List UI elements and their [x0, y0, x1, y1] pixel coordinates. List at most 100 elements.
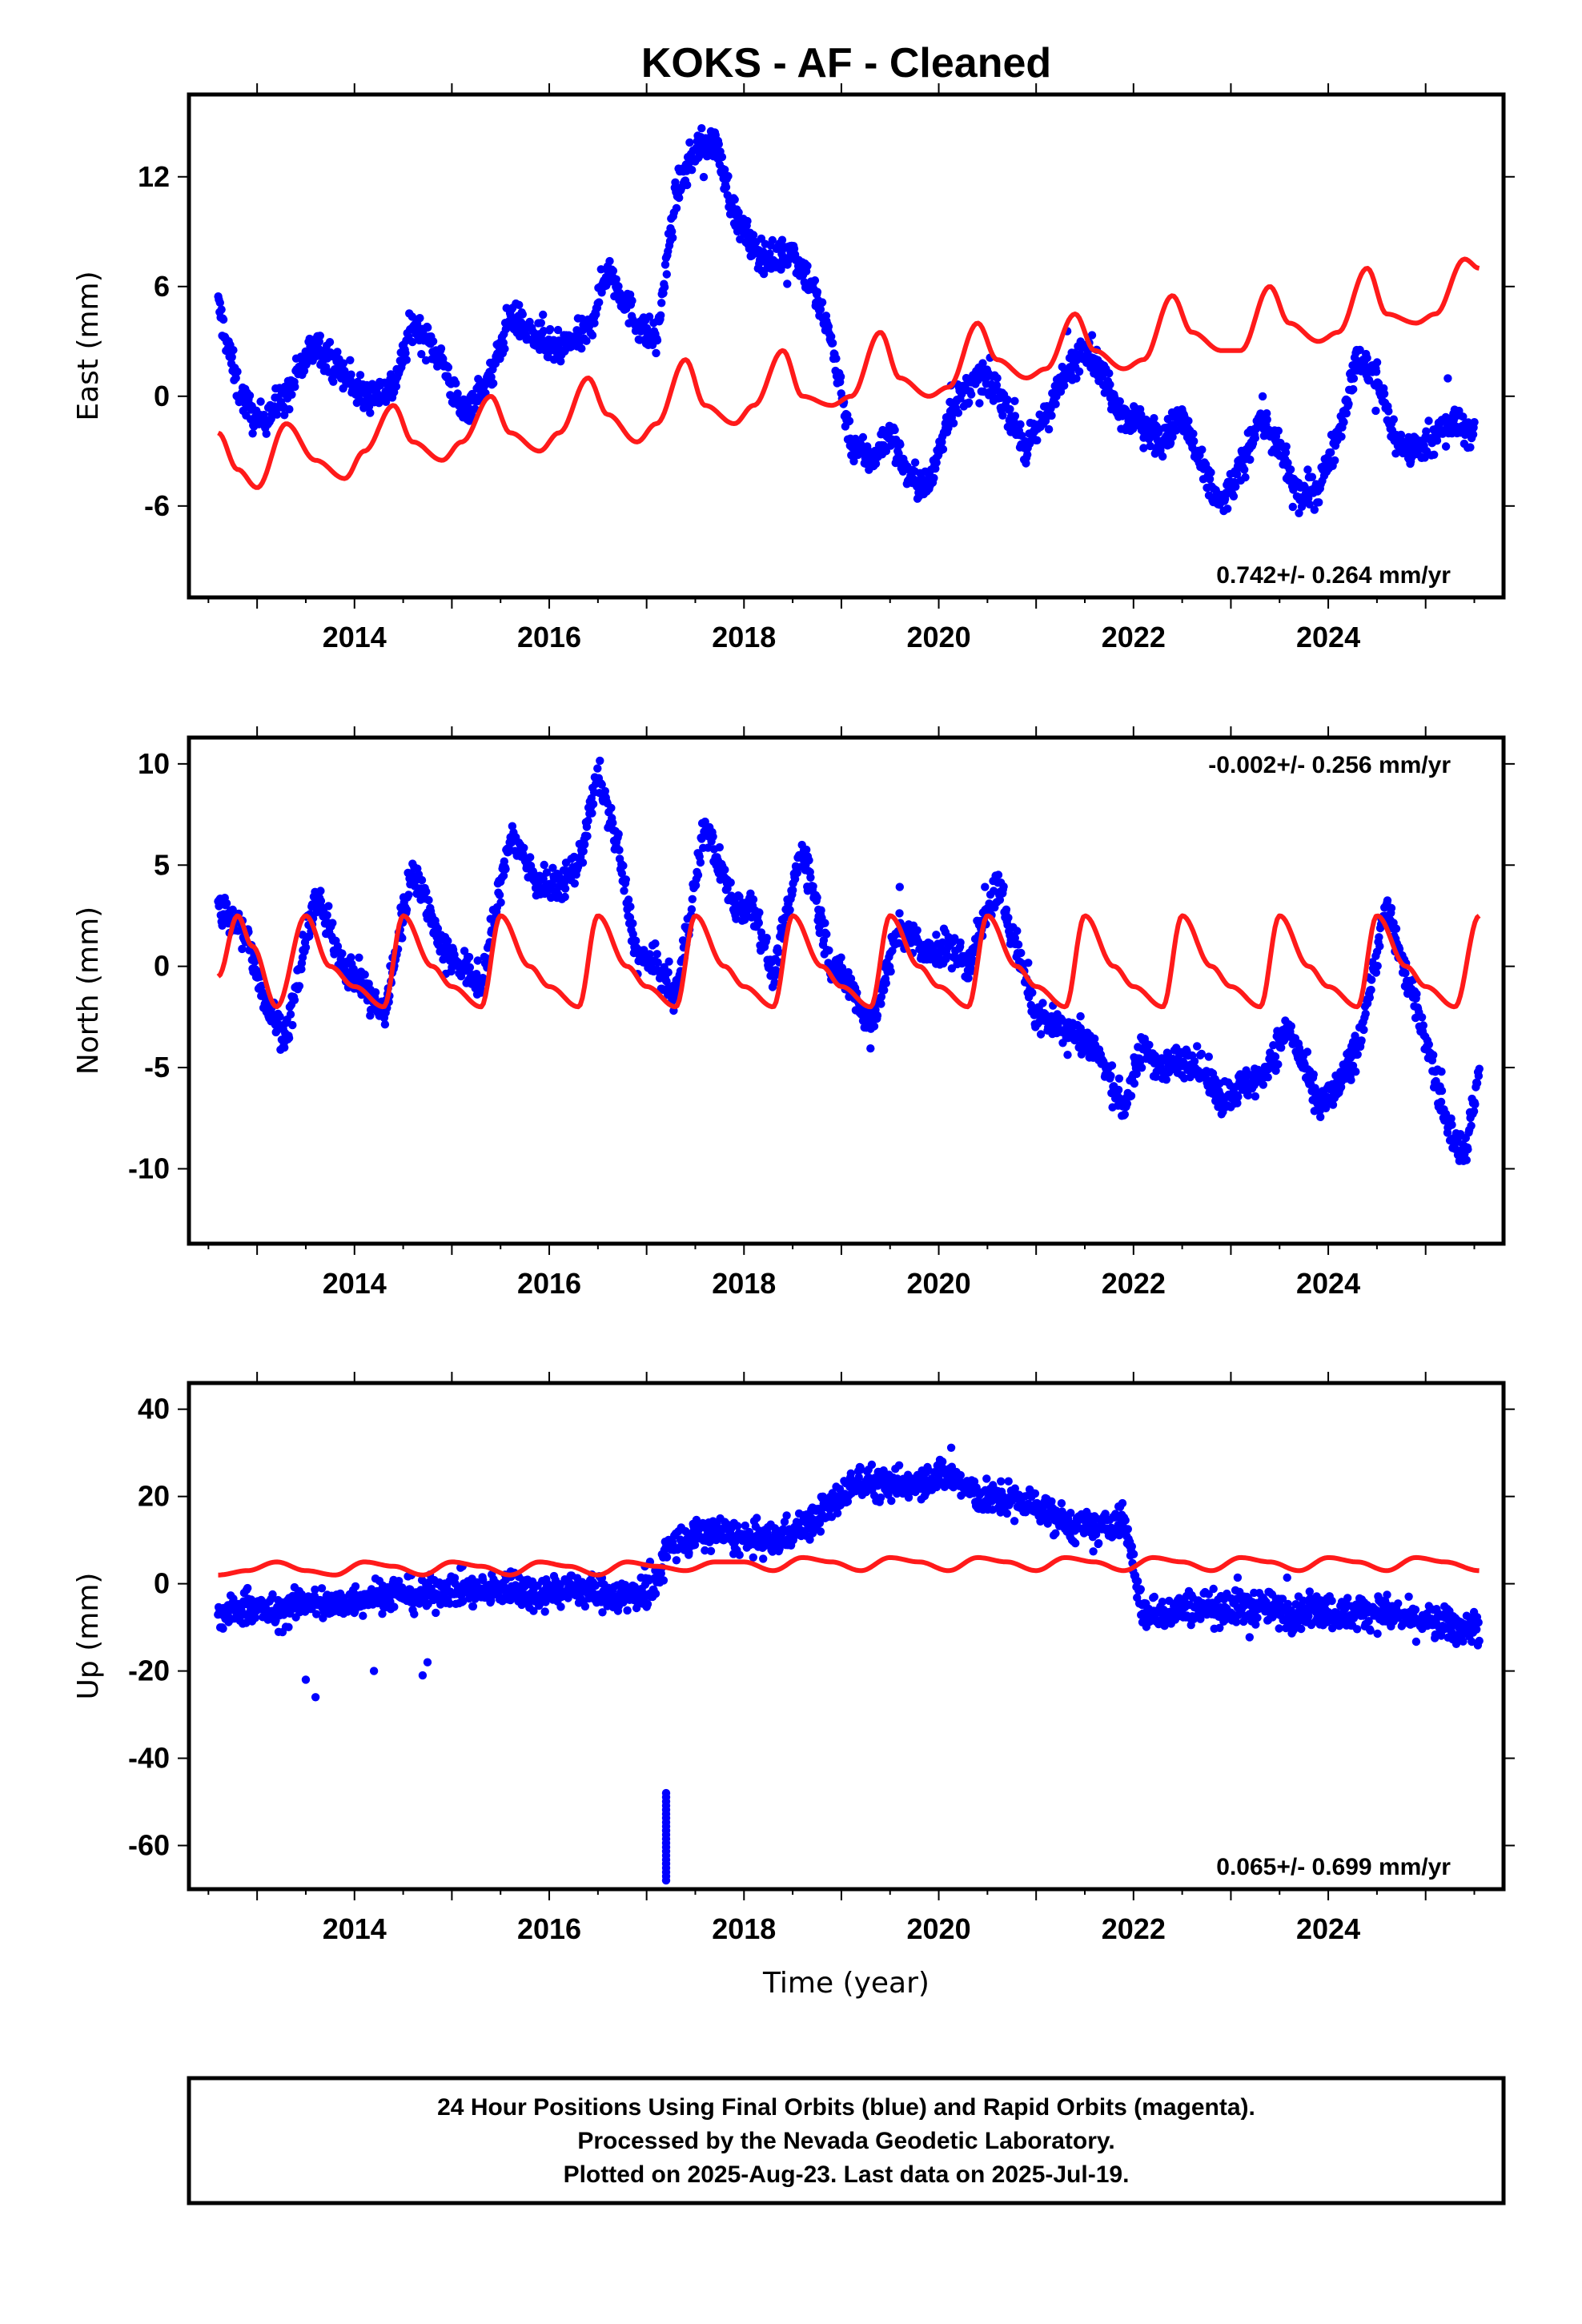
data-point — [1303, 465, 1312, 474]
data-point — [324, 902, 333, 911]
x-tick-label: 2020 — [907, 621, 971, 653]
data-point — [701, 1546, 709, 1555]
data-point — [360, 970, 369, 979]
data-point — [378, 1610, 387, 1618]
data-point — [347, 370, 355, 379]
data-point — [1412, 989, 1421, 999]
data-point — [994, 870, 1003, 879]
data-point — [662, 270, 671, 279]
y-tick-label: 0 — [154, 380, 170, 412]
data-point — [489, 379, 498, 388]
data-point — [545, 324, 555, 334]
data-point-outlier — [418, 333, 427, 342]
model-line — [217, 256, 1480, 490]
data-point-outlier — [552, 349, 562, 358]
data-point-outlier — [307, 900, 317, 909]
data-point — [316, 887, 325, 895]
data-point — [600, 786, 609, 796]
data-point — [886, 967, 895, 976]
data-point-outlier — [723, 884, 732, 893]
data-point — [518, 310, 527, 319]
data-point — [251, 1614, 260, 1622]
data-point — [217, 305, 226, 314]
data-point — [1036, 1030, 1046, 1039]
data-point-outlier — [895, 883, 905, 891]
data-point — [664, 968, 673, 977]
data-point — [1375, 933, 1383, 942]
data-point — [1424, 1040, 1434, 1049]
data-point — [614, 830, 623, 838]
data-point — [741, 915, 749, 924]
data-point — [825, 946, 833, 955]
data-point — [706, 1546, 716, 1556]
data-point — [560, 884, 570, 893]
data-point — [998, 411, 1007, 420]
data-point — [597, 780, 606, 789]
data-point — [621, 875, 630, 884]
data-point — [685, 138, 694, 147]
rate-annotation: -0.002+/- 0.256 mm/yr — [1208, 752, 1451, 778]
data-point — [238, 944, 247, 954]
data-point — [1251, 1092, 1260, 1101]
data-point-outlier — [745, 228, 754, 237]
y-tick-label: 0 — [154, 950, 170, 983]
data-point — [428, 337, 438, 346]
data-point — [930, 473, 938, 483]
data-point — [1331, 456, 1339, 465]
data-point — [595, 298, 604, 307]
data-point — [1295, 509, 1303, 517]
data-point — [734, 208, 743, 217]
data-point — [1243, 1091, 1253, 1100]
data-point — [251, 957, 259, 966]
data-point-outlier — [298, 931, 307, 939]
data-point — [1387, 903, 1396, 913]
y-axis-title: North (mm) — [72, 907, 105, 1075]
data-point — [913, 926, 921, 935]
data-point-outlier — [1162, 423, 1171, 432]
data-point — [950, 934, 959, 943]
data-point — [656, 311, 665, 320]
data-point — [584, 816, 592, 826]
data-point-outlier — [783, 279, 792, 288]
data-point — [548, 863, 557, 873]
data-point-outlier — [1273, 443, 1283, 452]
data-point — [380, 1020, 390, 1029]
data-point — [275, 1012, 284, 1021]
data-point — [806, 873, 815, 883]
data-point — [1114, 1074, 1124, 1084]
data-point — [1353, 1050, 1362, 1059]
data-point — [780, 1518, 789, 1526]
data-point — [873, 1011, 882, 1020]
data-point — [821, 919, 829, 927]
data-point — [1327, 448, 1335, 457]
data-point — [888, 947, 897, 955]
data-point-outlier — [445, 956, 455, 965]
data-point-outlier — [1282, 442, 1291, 451]
data-point — [724, 171, 733, 181]
data-point — [408, 337, 417, 347]
data-point — [316, 896, 326, 906]
data-point — [355, 371, 365, 380]
data-point-outlier — [786, 248, 795, 257]
data-point — [671, 178, 680, 187]
data-point-outlier — [821, 928, 829, 937]
data-point — [688, 895, 697, 904]
data-point — [325, 338, 335, 347]
data-point — [1087, 331, 1097, 340]
data-point — [1004, 913, 1013, 923]
data-point — [992, 380, 1002, 390]
data-point — [938, 938, 947, 947]
data-point — [432, 1608, 440, 1618]
data-point — [632, 936, 640, 945]
data-point — [1006, 404, 1014, 414]
data-point — [1205, 475, 1215, 484]
data-point — [1286, 465, 1295, 474]
data-point — [444, 936, 452, 946]
data-point — [459, 1597, 468, 1606]
data-point — [401, 348, 410, 358]
data-point — [805, 1535, 814, 1544]
data-point — [1383, 896, 1392, 905]
data-point — [645, 950, 654, 959]
data-point — [753, 1514, 761, 1522]
